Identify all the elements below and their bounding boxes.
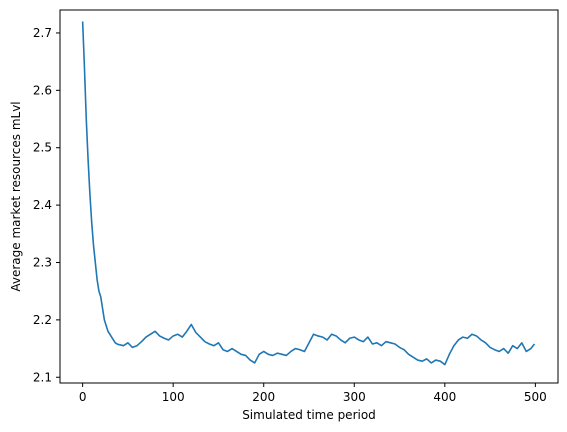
x-tick-label: 200 [252, 390, 275, 404]
y-tick-label: 2.2 [33, 313, 52, 327]
axes-frame [59, 9, 559, 384]
x-axis: 0 100 200 300 400 500 [79, 383, 547, 404]
plot-area [81, 21, 536, 366]
y-axis: 2.1 2.2 2.3 2.4 2.5 2.6 2.7 [33, 26, 60, 384]
y-axis-label: Average market resources mLvl [9, 101, 23, 291]
x-axis-label: Simulated time period [242, 408, 376, 422]
x-tick-label: 300 [343, 390, 366, 404]
y-tick-label: 2.3 [33, 255, 52, 269]
y-tick-label: 2.7 [33, 26, 52, 40]
y-tick-label: 2.6 [33, 83, 52, 97]
x-tick-label: 100 [162, 390, 185, 404]
y-tick-label: 2.4 [33, 198, 52, 212]
y-tick-label: 2.5 [33, 141, 52, 155]
x-tick-label: 400 [433, 390, 456, 404]
series-line [81, 21, 536, 366]
x-tick-label: 500 [524, 390, 547, 404]
x-tick-label: 0 [79, 390, 87, 404]
y-tick-label: 2.1 [33, 370, 52, 384]
